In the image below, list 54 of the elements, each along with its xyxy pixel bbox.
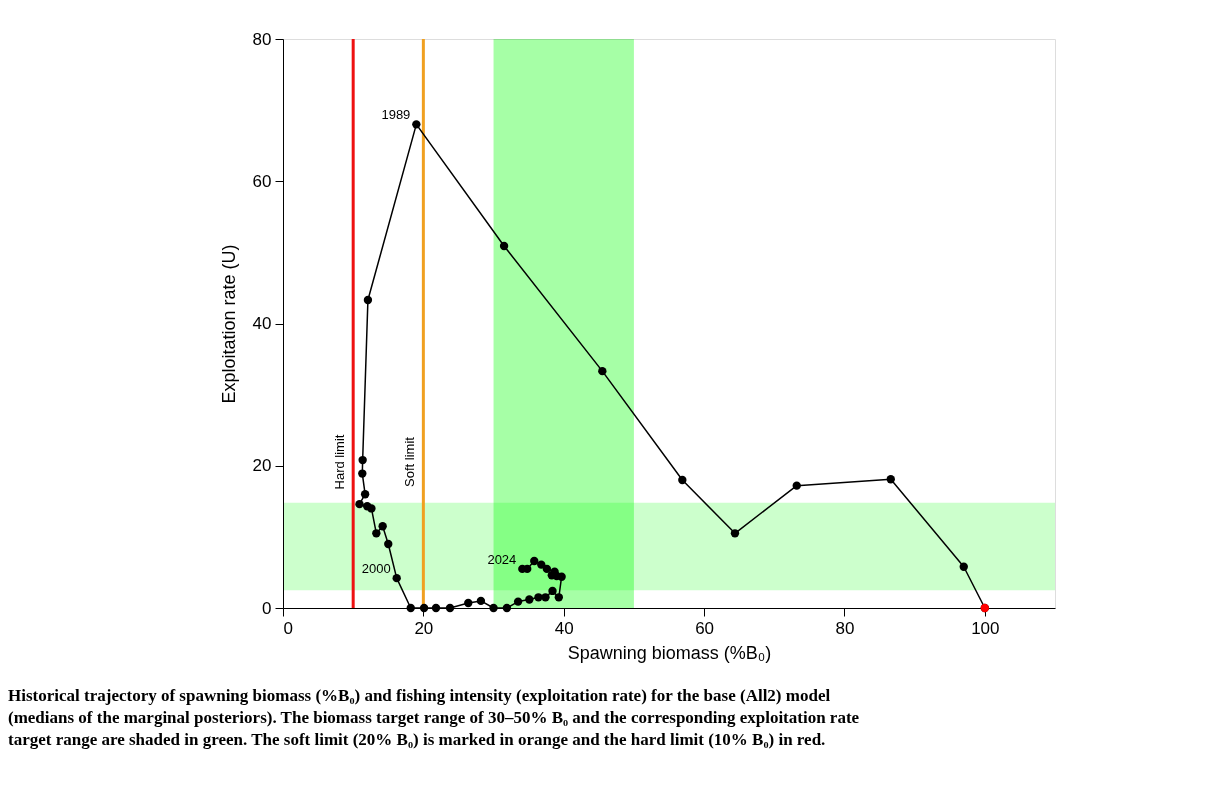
- point: [367, 504, 376, 513]
- point: [378, 522, 387, 531]
- point: [412, 120, 421, 129]
- point: [548, 586, 557, 596]
- y-tick-label: 20: [252, 456, 272, 476]
- text: Historical trajectory of spawning biomass (%B₀) and fishing intensity (exploitation rate) for the base (All2) model (medians of the marginal posteriors). The biomass target range of 30–50% B₀ and the corresponding exploitation rate target range are shaded in green. The soft limit (20% B₀) is marked in orange and the hard limit (10% B₀) in red.: [8, 686, 860, 749]
- point: [358, 455, 367, 465]
- y-tick-label: 0: [262, 598, 272, 618]
- point: [384, 539, 393, 549]
- point: [392, 573, 401, 583]
- annotation: 2000: [361, 561, 391, 577]
- point: [792, 481, 801, 490]
- point: [431, 603, 441, 613]
- point: [959, 562, 968, 571]
- x-tick-label: 40: [554, 618, 574, 638]
- x-tick-label: 80: [835, 618, 855, 638]
- point: [678, 475, 687, 485]
- y-tick-label: 80: [252, 29, 272, 49]
- point: [541, 593, 550, 602]
- x-tick-label: 100: [971, 618, 1000, 638]
- point: [886, 475, 895, 484]
- point: [372, 529, 381, 538]
- point: [554, 593, 563, 602]
- point: [525, 595, 534, 604]
- annotation: 1989: [381, 107, 411, 123]
- point: [502, 603, 512, 613]
- x-tick-label: 60: [695, 618, 715, 638]
- x-axis-title: Spawning biomass (%B₀): [567, 642, 772, 663]
- y-tick-label: 40: [252, 314, 272, 333]
- point: [542, 564, 552, 574]
- point: [534, 593, 543, 602]
- point: [730, 529, 740, 538]
- point: [419, 603, 429, 613]
- point: [355, 499, 364, 509]
- point: [406, 603, 415, 613]
- y-tick-label: 60: [252, 171, 272, 191]
- point: [363, 295, 373, 305]
- point: [358, 469, 367, 478]
- point: [445, 603, 455, 613]
- y-axis-title: Exploitation rate (U): [218, 244, 239, 404]
- point: [530, 556, 539, 566]
- ref-line-label: Soft limit: [402, 436, 418, 487]
- x-tick-label: 20: [414, 618, 434, 638]
- point: [598, 366, 607, 376]
- x-tick-label: 0: [283, 618, 293, 638]
- point: [499, 241, 509, 251]
- annotation: 2024: [487, 551, 517, 567]
- point: [513, 597, 523, 606]
- point: [476, 596, 486, 606]
- point: [489, 603, 498, 613]
- point: [464, 598, 473, 608]
- ref-line-label: Hard limit: [332, 434, 348, 490]
- point: [537, 560, 546, 569]
- point: [360, 490, 370, 499]
